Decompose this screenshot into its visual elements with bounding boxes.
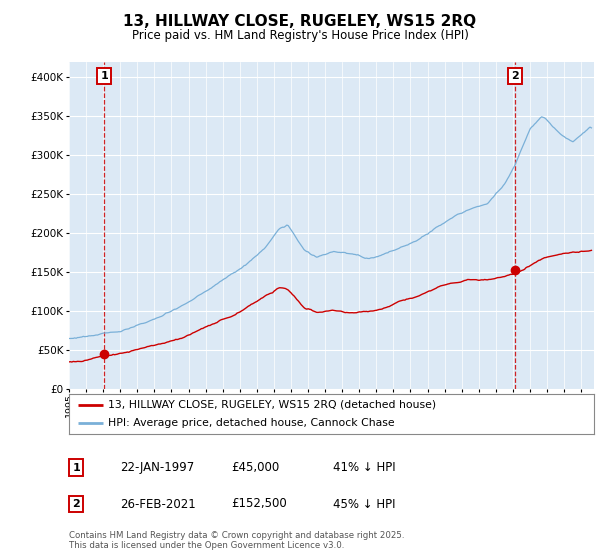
Text: £45,000: £45,000 [231, 461, 279, 474]
Text: 26-FEB-2021: 26-FEB-2021 [120, 497, 196, 511]
Text: Price paid vs. HM Land Registry's House Price Index (HPI): Price paid vs. HM Land Registry's House … [131, 29, 469, 42]
Text: HPI: Average price, detached house, Cannock Chase: HPI: Average price, detached house, Cann… [109, 418, 395, 428]
Text: £152,500: £152,500 [231, 497, 287, 511]
Text: 1: 1 [100, 71, 108, 81]
Text: 22-JAN-1997: 22-JAN-1997 [120, 461, 194, 474]
Text: 41% ↓ HPI: 41% ↓ HPI [333, 461, 395, 474]
Text: Contains HM Land Registry data © Crown copyright and database right 2025.
This d: Contains HM Land Registry data © Crown c… [69, 530, 404, 550]
Text: 13, HILLWAY CLOSE, RUGELEY, WS15 2RQ (detached house): 13, HILLWAY CLOSE, RUGELEY, WS15 2RQ (de… [109, 400, 437, 409]
Text: 2: 2 [73, 499, 80, 509]
Text: 45% ↓ HPI: 45% ↓ HPI [333, 497, 395, 511]
Text: 1: 1 [73, 463, 80, 473]
Text: 13, HILLWAY CLOSE, RUGELEY, WS15 2RQ: 13, HILLWAY CLOSE, RUGELEY, WS15 2RQ [124, 14, 476, 29]
Text: 2: 2 [512, 71, 520, 81]
